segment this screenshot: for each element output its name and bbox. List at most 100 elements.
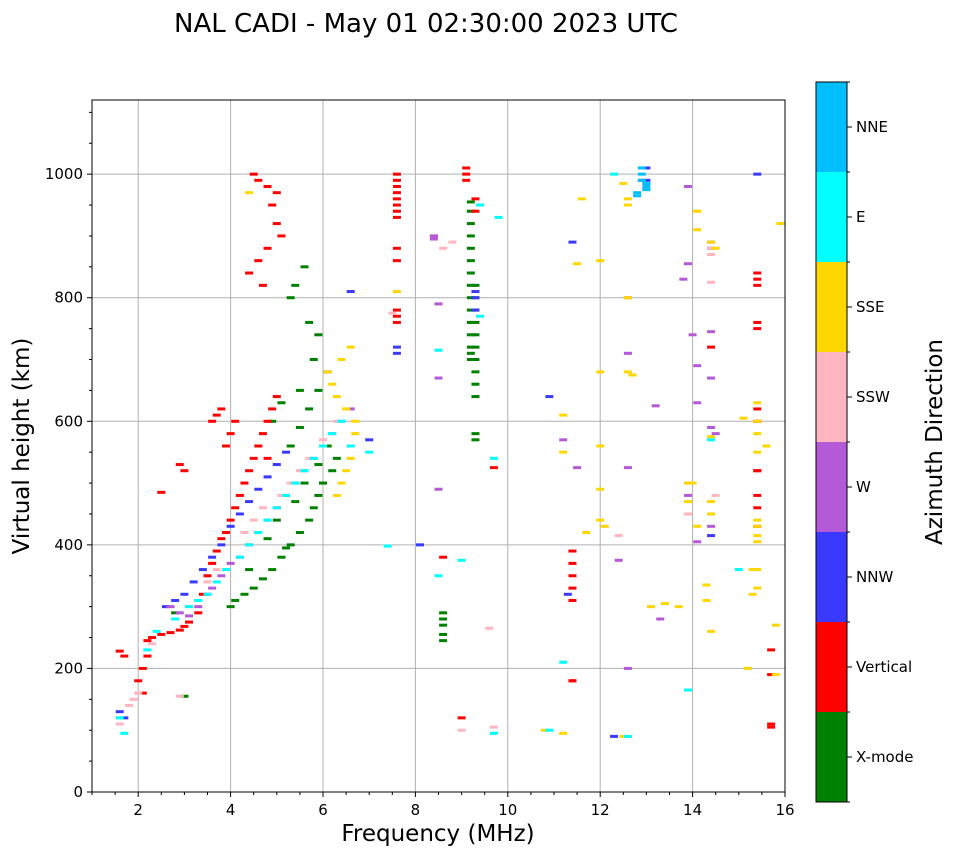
- echo-point-sse: [596, 259, 605, 263]
- echo-point-vertical: [240, 481, 249, 485]
- echo-point-w: [623, 351, 632, 355]
- echo-point-sse: [748, 568, 757, 572]
- echo-point-sse: [707, 240, 716, 244]
- echo-point-ssw: [175, 694, 184, 698]
- echo-point-x-mode: [295, 425, 304, 429]
- echo-point-e: [272, 506, 281, 510]
- echo-point-e: [212, 580, 221, 584]
- echo-point-w: [429, 234, 438, 238]
- echo-point-sse: [559, 413, 568, 417]
- echo-point-nnw: [115, 710, 124, 714]
- colorbar-swatch: [816, 172, 847, 262]
- echo-point-w: [185, 614, 194, 618]
- echo-point-vertical: [120, 654, 129, 658]
- y-tick-label: 200: [54, 659, 83, 677]
- echo-point-vertical: [489, 466, 498, 470]
- x-tick-label: 16: [775, 801, 794, 819]
- echo-point-x-mode: [466, 296, 475, 300]
- echo-point-e: [300, 469, 309, 473]
- echo-point-w: [683, 493, 692, 497]
- echo-point-nnw: [610, 734, 619, 738]
- echo-point-vertical: [258, 283, 267, 287]
- echo-point-vertical: [767, 648, 776, 652]
- echo-point-x-mode: [300, 265, 309, 269]
- y-tick-label: 600: [54, 412, 83, 430]
- echo-point-vertical: [568, 598, 577, 602]
- echo-point-x-mode: [258, 577, 267, 581]
- echo-point-vertical: [392, 259, 401, 263]
- echo-point-x-mode: [277, 401, 286, 405]
- colorbar-tick-label: NNE: [856, 118, 888, 136]
- echo-point-ssw: [707, 252, 716, 256]
- echo-point-vertical: [258, 432, 267, 436]
- echo-point-x-mode: [286, 543, 295, 547]
- echo-point-w: [651, 404, 660, 408]
- echo-point-sse: [596, 518, 605, 522]
- echo-point-vertical: [392, 246, 401, 250]
- echo-point-e: [282, 493, 291, 497]
- plot-frame: [91, 99, 786, 793]
- echo-point-x-mode: [466, 234, 475, 238]
- echo-point-x-mode: [291, 283, 300, 287]
- echo-point-vertical: [392, 178, 401, 182]
- echo-point-w: [573, 466, 582, 470]
- echo-point-e: [346, 444, 355, 448]
- y-tick-label: 400: [54, 536, 83, 554]
- echo-point-nnw: [365, 438, 374, 442]
- echo-point-sse: [753, 534, 762, 538]
- echo-point-nnw: [120, 716, 129, 720]
- echo-point-ssw: [448, 240, 457, 244]
- echo-point-vertical: [208, 561, 217, 565]
- echo-point-x-mode: [282, 546, 291, 550]
- echo-point-sse: [771, 623, 780, 627]
- echo-point-sse: [647, 605, 656, 609]
- echo-point-vertical: [462, 166, 471, 170]
- echo-point-vertical: [462, 172, 471, 176]
- echo-point-ssw: [240, 531, 249, 534]
- echo-point-sse: [337, 358, 346, 361]
- colorbar-swatch: [816, 442, 847, 532]
- echo-point-sse: [776, 222, 785, 226]
- echo-point-x-mode: [277, 555, 286, 559]
- x-tick-label: 4: [226, 801, 236, 819]
- echo-point-vertical: [392, 185, 401, 188]
- echo-point-vertical: [143, 654, 152, 658]
- echo-point-vertical: [277, 234, 286, 238]
- echo-point-e: [328, 432, 337, 436]
- echo-point-x-mode: [332, 456, 341, 460]
- echo-point-sse: [753, 432, 762, 436]
- echo-point-sse: [346, 456, 355, 460]
- echo-point-x-mode: [231, 598, 240, 602]
- y-tick-label: 1000: [45, 165, 83, 183]
- echo-point-x-mode: [305, 518, 314, 522]
- echo-point-vertical: [753, 469, 762, 473]
- echo-point-x-mode: [319, 481, 327, 485]
- echo-point-nne: [642, 181, 651, 185]
- chart-title: NAL CADI - May 01 02:30:00 2023 UTC: [174, 9, 678, 39]
- echo-point-e: [194, 598, 203, 602]
- echo-point-nnw: [642, 166, 651, 170]
- echo-point-e: [545, 728, 554, 732]
- echo-point-nnw: [642, 178, 651, 182]
- echo-point-x-mode: [309, 358, 318, 361]
- echo-point-e: [623, 734, 632, 738]
- echo-point-w: [166, 605, 175, 609]
- echo-point-vertical: [194, 611, 203, 615]
- echo-point-vertical: [753, 327, 762, 331]
- echo-point-sse: [619, 734, 628, 738]
- echo-point-w: [707, 376, 716, 380]
- y-axis-label: Virtual height (km): [9, 338, 35, 555]
- echo-point-x-mode: [466, 333, 475, 337]
- echo-point-vertical: [263, 456, 272, 460]
- echo-point-vertical: [392, 203, 401, 207]
- echo-point-nne: [637, 178, 646, 182]
- echo-point-nnw: [217, 543, 226, 547]
- echo-point-vertical: [226, 518, 235, 522]
- x-tick-label: 12: [591, 801, 610, 819]
- echo-point-x-mode: [466, 283, 475, 287]
- echo-point-e: [254, 531, 263, 534]
- echo-point-ssw: [295, 469, 304, 473]
- echo-point-x-mode: [466, 351, 475, 355]
- echo-point-x-mode: [466, 209, 475, 213]
- echo-point-sse: [707, 512, 716, 516]
